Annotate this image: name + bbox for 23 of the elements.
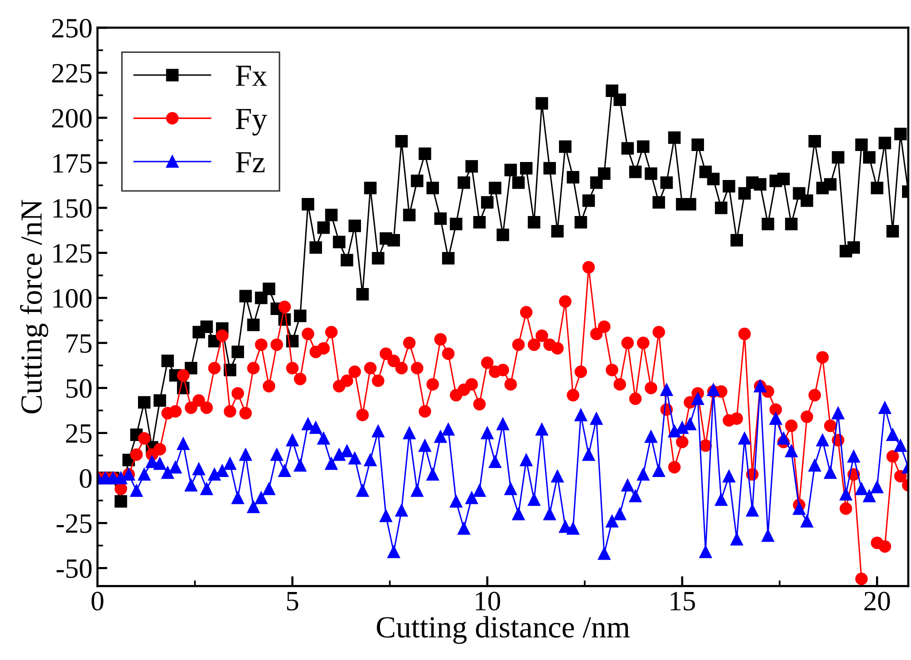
legend-label: Fy [236, 108, 268, 136]
x-tick-label: 0 [92, 592, 104, 610]
y-tick-label: 25 [66, 424, 92, 443]
x-axis-title: Cutting distance /nm [376, 616, 630, 644]
y-tick-label: 200 [52, 108, 92, 128]
legend-label: Fx [236, 66, 267, 86]
legend-label: Fz [236, 152, 265, 172]
y-tick-label: 0 [80, 469, 92, 488]
y-tick-label: 250 [52, 18, 92, 38]
x-tick-label: 20 [864, 592, 890, 610]
x-tick-label: 10 [476, 592, 500, 610]
x-tick-label: 5 [287, 592, 298, 610]
x-tick-label: 15 [670, 592, 695, 610]
y-tick-label: 75 [66, 334, 92, 353]
y-tick-label: -50 [56, 559, 92, 578]
y-axis-title: Cutting force /nN [20, 200, 48, 414]
y-tick-label: 175 [53, 154, 92, 173]
y-tick-label: 50 [66, 379, 92, 398]
y-tick-label: -25 [56, 514, 92, 533]
y-tick-label: 125 [53, 244, 92, 263]
y-tick-label: 100 [53, 289, 92, 308]
y-tick-label: 150 [53, 199, 92, 218]
y-tick-label: 225 [52, 64, 92, 83]
